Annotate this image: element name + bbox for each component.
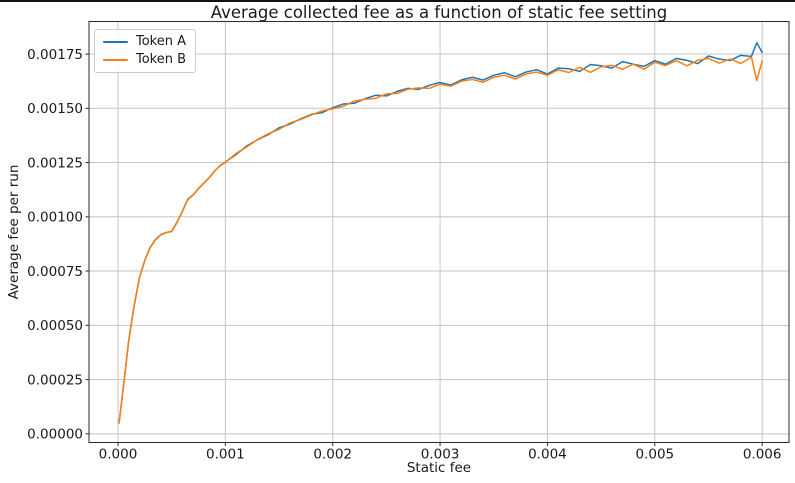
window-top-edge (0, 0, 795, 2)
x-tick-label: 0.000 (99, 447, 138, 463)
x-tick-label: 0.005 (635, 447, 674, 463)
series-line-token-a (118, 42, 763, 424)
legend-label-token-b: Token B (136, 52, 187, 67)
y-tick-label: 0.00125 (27, 155, 83, 171)
y-tick-label: 0.00075 (27, 264, 83, 280)
y-tick-label: 0.00175 (27, 47, 83, 63)
y-tick-label: 0.00025 (27, 372, 83, 388)
legend-entry: Token A (103, 34, 186, 49)
legend-entry: Token B (103, 52, 186, 67)
x-axis-label: Static fee (406, 460, 472, 476)
y-axis-label: Average fee per run (6, 164, 22, 300)
y-tick-label: 0.00150 (27, 101, 83, 117)
y-tick-label: 0.00000 (27, 427, 83, 443)
series-layer (118, 42, 763, 424)
x-tick-label: 0.001 (206, 447, 245, 463)
series-line-token-b (118, 56, 763, 424)
tick-layer: 0.000 0.001 0.002 0.003 0.004 0.005 0.006 0.000… (27, 47, 781, 463)
y-tick-label: 0.00050 (27, 318, 83, 334)
x-tick-label: 0.004 (528, 447, 567, 463)
x-tick-label: 0.006 (743, 447, 782, 463)
chart-title: Average collected fee as a function of s… (210, 3, 668, 22)
token-a-line-swatch-icon (103, 40, 128, 43)
grid-layer (89, 21, 789, 443)
legend-label-token-a: Token A (136, 34, 187, 49)
legend-box: Token A Token B (94, 29, 197, 73)
token-b-line-swatch-icon (103, 58, 128, 61)
x-tick-label: 0.003 (421, 447, 460, 463)
plot-border (88, 21, 790, 443)
y-tick-label: 0.00100 (27, 210, 83, 226)
x-tick-label: 0.002 (313, 447, 352, 463)
